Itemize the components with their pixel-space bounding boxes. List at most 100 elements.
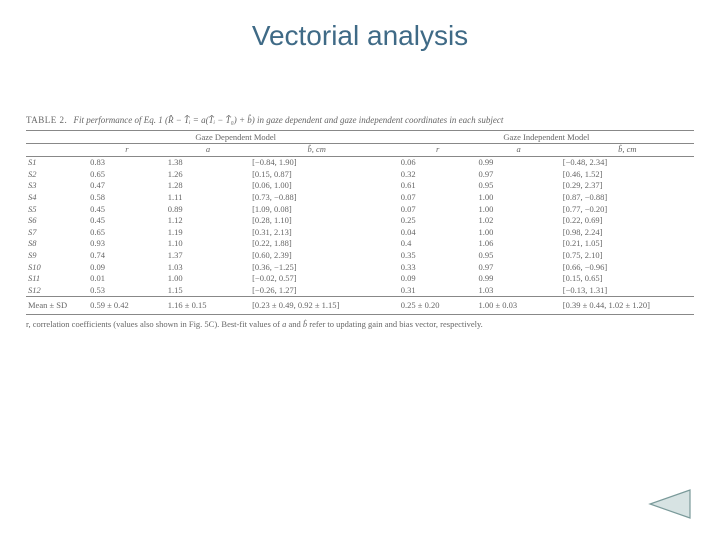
col-a2: a bbox=[476, 143, 560, 156]
cell-a1: 1.26 bbox=[166, 168, 250, 180]
mean-row: Mean ± SD 0.59 ± 0.42 1.16 ± 0.15 [0.23 … bbox=[26, 297, 694, 315]
cell-b1: [0.28, 1.10] bbox=[250, 215, 383, 227]
cell-r1: 0.74 bbox=[88, 250, 166, 262]
mean-b2: [0.39 ± 0.44, 1.02 ± 1.20] bbox=[561, 297, 694, 315]
cell-r2: 0.61 bbox=[399, 180, 477, 192]
cell-r1: 0.65 bbox=[88, 226, 166, 238]
row-id: S12 bbox=[26, 284, 88, 296]
mean-r1: 0.59 ± 0.42 bbox=[88, 297, 166, 315]
cell-a2: 1.03 bbox=[476, 284, 560, 296]
cell-r1: 0.47 bbox=[88, 180, 166, 192]
cell-a1: 1.19 bbox=[166, 226, 250, 238]
cell-a1: 1.10 bbox=[166, 238, 250, 250]
mean-b1: [0.23 ± 0.49, 0.92 ± 1.15] bbox=[250, 297, 383, 315]
cell-b1: [−0.84, 1.90] bbox=[250, 156, 383, 168]
cell-b2: [0.77, −0.20] bbox=[561, 203, 694, 215]
cell-a1: 1.38 bbox=[166, 156, 250, 168]
cell-r1: 0.65 bbox=[88, 168, 166, 180]
cell-r1: 0.45 bbox=[88, 203, 166, 215]
cell-a2: 0.97 bbox=[476, 168, 560, 180]
col-b1: b̂, cm bbox=[250, 143, 383, 156]
row-id: S8 bbox=[26, 238, 88, 250]
cell-a2: 1.00 bbox=[476, 226, 560, 238]
cell-a1: 1.00 bbox=[166, 273, 250, 285]
cell-b2: [0.75, 2.10] bbox=[561, 250, 694, 262]
cell-r2: 0.4 bbox=[399, 238, 477, 250]
cell-r2: 0.32 bbox=[399, 168, 477, 180]
cell-b2: [0.87, −0.88] bbox=[561, 191, 694, 203]
slide-title: Vectorial analysis bbox=[0, 20, 720, 52]
cell-b2: [0.29, 2.37] bbox=[561, 180, 694, 192]
cell-b1: [−0.26, 1.27] bbox=[250, 284, 383, 296]
cell-a2: 1.00 bbox=[476, 203, 560, 215]
table-caption-text: Fit performance of Eq. 1 (R̂ − T̂ᵢ = a(T… bbox=[74, 115, 504, 125]
fit-performance-table: Gaze Dependent Model Gaze Independent Mo… bbox=[26, 130, 694, 314]
cell-b1: [0.36, −1.25] bbox=[250, 261, 383, 273]
row-id: S2 bbox=[26, 168, 88, 180]
cell-r2: 0.31 bbox=[399, 284, 477, 296]
table-2: TABLE 2. Fit performance of Eq. 1 (R̂ − … bbox=[26, 115, 694, 329]
mean-r2: 0.25 ± 0.20 bbox=[399, 297, 477, 315]
col-b2: b̂, cm bbox=[561, 143, 694, 156]
cell-b1: [0.06, 1.00] bbox=[250, 180, 383, 192]
cell-a1: 1.28 bbox=[166, 180, 250, 192]
cell-b2: [0.46, 1.52] bbox=[561, 168, 694, 180]
cell-a2: 1.02 bbox=[476, 215, 560, 227]
cell-r2: 0.07 bbox=[399, 203, 477, 215]
cell-a2: 0.95 bbox=[476, 250, 560, 262]
row-id: S6 bbox=[26, 215, 88, 227]
table-row: S80.931.10[0.22, 1.88]0.41.06[0.21, 1.05… bbox=[26, 238, 694, 250]
mean-a1: 1.16 ± 0.15 bbox=[166, 297, 250, 315]
cell-r1: 0.09 bbox=[88, 261, 166, 273]
row-id: S1 bbox=[26, 156, 88, 168]
cell-b2: [0.66, −0.96] bbox=[561, 261, 694, 273]
cell-b2: [0.22, 0.69] bbox=[561, 215, 694, 227]
cell-a1: 1.11 bbox=[166, 191, 250, 203]
cell-a1: 1.12 bbox=[166, 215, 250, 227]
cell-b2: [−0.48, 2.34] bbox=[561, 156, 694, 168]
cell-a2: 0.97 bbox=[476, 261, 560, 273]
row-id: S11 bbox=[26, 273, 88, 285]
cell-r2: 0.35 bbox=[399, 250, 477, 262]
cell-r2: 0.06 bbox=[399, 156, 477, 168]
cell-b2: [0.15, 0.65] bbox=[561, 273, 694, 285]
cell-b1: [0.73, −0.88] bbox=[250, 191, 383, 203]
cell-a1: 0.89 bbox=[166, 203, 250, 215]
table-row: S100.091.03[0.36, −1.25]0.330.97[0.66, −… bbox=[26, 261, 694, 273]
cell-r1: 0.83 bbox=[88, 156, 166, 168]
table-row: S110.011.00[−0.02, 0.57]0.090.99[0.15, 0… bbox=[26, 273, 694, 285]
mean-label: Mean ± SD bbox=[26, 297, 88, 315]
cell-b2: [−0.13, 1.31] bbox=[561, 284, 694, 296]
table-row: S50.450.89[1.09, 0.08]0.071.00[0.77, −0.… bbox=[26, 203, 694, 215]
cell-r2: 0.07 bbox=[399, 191, 477, 203]
table-footnote: r, correlation coefficients (values also… bbox=[26, 319, 694, 330]
cell-a2: 1.00 bbox=[476, 191, 560, 203]
cell-a1: 1.03 bbox=[166, 261, 250, 273]
table-row: S40.581.11[0.73, −0.88]0.071.00[0.87, −0… bbox=[26, 191, 694, 203]
cell-r1: 0.53 bbox=[88, 284, 166, 296]
row-id: S3 bbox=[26, 180, 88, 192]
cell-r2: 0.25 bbox=[399, 215, 477, 227]
cell-a2: 0.99 bbox=[476, 273, 560, 285]
cell-r2: 0.33 bbox=[399, 261, 477, 273]
table-label: TABLE 2. bbox=[26, 115, 67, 125]
row-id: S5 bbox=[26, 203, 88, 215]
cell-r1: 0.58 bbox=[88, 191, 166, 203]
col-r2: r bbox=[399, 143, 477, 156]
cell-b1: [0.31, 2.13] bbox=[250, 226, 383, 238]
row-id: S7 bbox=[26, 226, 88, 238]
table-row: S20.651.26[0.15, 0.87] 0.320.97[0.46, 1.5… bbox=[26, 168, 694, 180]
cell-a2: 0.99 bbox=[476, 156, 560, 168]
cell-r2: 0.09 bbox=[399, 273, 477, 285]
cell-r2: 0.04 bbox=[399, 226, 477, 238]
cell-r1: 0.93 bbox=[88, 238, 166, 250]
cell-r1: 0.45 bbox=[88, 215, 166, 227]
cell-a1: 1.37 bbox=[166, 250, 250, 262]
cell-b1: [0.15, 0.87] bbox=[250, 168, 383, 180]
back-button[interactable] bbox=[646, 488, 692, 520]
cell-a2: 1.06 bbox=[476, 238, 560, 250]
group-header-independent: Gaze Independent Model bbox=[399, 131, 694, 144]
col-r1: r bbox=[88, 143, 166, 156]
group-header-dependent: Gaze Dependent Model bbox=[88, 131, 383, 144]
cell-a1: 1.15 bbox=[166, 284, 250, 296]
